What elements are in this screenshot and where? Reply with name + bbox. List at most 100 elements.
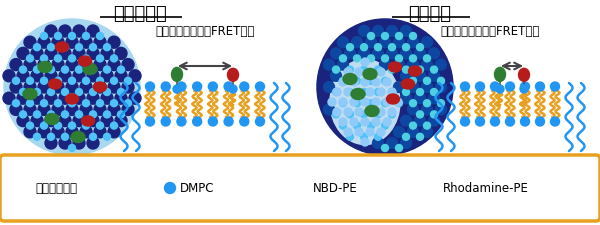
Circle shape	[52, 59, 64, 71]
Circle shape	[59, 93, 71, 105]
Ellipse shape	[49, 80, 62, 90]
Circle shape	[224, 117, 233, 126]
Circle shape	[377, 128, 385, 136]
Circle shape	[240, 83, 249, 92]
Circle shape	[461, 117, 470, 126]
Circle shape	[66, 59, 78, 71]
Circle shape	[24, 59, 36, 71]
Circle shape	[386, 138, 398, 149]
Circle shape	[31, 93, 43, 105]
Circle shape	[26, 78, 34, 85]
Circle shape	[10, 82, 22, 94]
Ellipse shape	[23, 89, 37, 100]
Circle shape	[208, 117, 217, 126]
Circle shape	[80, 37, 92, 49]
Circle shape	[164, 183, 176, 194]
Circle shape	[536, 83, 545, 92]
Circle shape	[59, 70, 71, 82]
Circle shape	[520, 86, 528, 94]
Circle shape	[108, 104, 120, 116]
Circle shape	[436, 60, 446, 71]
Circle shape	[355, 128, 363, 136]
Circle shape	[367, 33, 374, 40]
Circle shape	[108, 59, 120, 71]
Circle shape	[373, 26, 383, 37]
Circle shape	[55, 123, 62, 130]
Circle shape	[108, 82, 120, 94]
Circle shape	[361, 134, 367, 141]
Circle shape	[108, 126, 120, 138]
Circle shape	[73, 137, 85, 149]
Circle shape	[382, 78, 389, 85]
Circle shape	[45, 48, 57, 60]
Circle shape	[401, 138, 412, 149]
Circle shape	[45, 70, 57, 82]
Ellipse shape	[94, 83, 107, 93]
Circle shape	[125, 78, 131, 85]
Circle shape	[340, 100, 347, 107]
Circle shape	[73, 93, 85, 105]
Circle shape	[409, 56, 416, 63]
Circle shape	[97, 123, 104, 130]
Ellipse shape	[227, 69, 239, 82]
Circle shape	[52, 104, 64, 116]
Circle shape	[395, 56, 403, 63]
Circle shape	[76, 134, 83, 141]
Circle shape	[350, 79, 358, 87]
Circle shape	[415, 71, 425, 82]
Text: Rhodamine-PE: Rhodamine-PE	[443, 182, 529, 195]
Circle shape	[367, 56, 374, 63]
Circle shape	[344, 89, 352, 97]
Circle shape	[41, 100, 47, 107]
Circle shape	[361, 79, 369, 87]
Circle shape	[240, 117, 249, 126]
Circle shape	[323, 82, 335, 93]
Circle shape	[347, 111, 353, 118]
Wedge shape	[319, 21, 418, 154]
Circle shape	[38, 37, 50, 49]
Circle shape	[62, 111, 68, 118]
Circle shape	[339, 79, 347, 87]
Circle shape	[476, 83, 485, 92]
Circle shape	[59, 137, 71, 149]
Circle shape	[38, 104, 50, 116]
Circle shape	[101, 115, 113, 127]
Circle shape	[407, 38, 419, 48]
Circle shape	[382, 123, 389, 130]
Circle shape	[366, 89, 374, 97]
Circle shape	[80, 126, 92, 138]
Circle shape	[34, 45, 41, 52]
Circle shape	[389, 67, 395, 74]
Ellipse shape	[518, 69, 530, 82]
Circle shape	[407, 60, 419, 71]
Circle shape	[97, 78, 104, 85]
Circle shape	[332, 111, 340, 118]
Circle shape	[115, 48, 127, 60]
Circle shape	[193, 117, 202, 126]
Circle shape	[386, 26, 398, 37]
Circle shape	[394, 127, 404, 138]
Ellipse shape	[343, 74, 357, 85]
Circle shape	[66, 37, 78, 49]
FancyBboxPatch shape	[0, 155, 600, 221]
Circle shape	[361, 119, 369, 126]
Circle shape	[122, 59, 134, 71]
Circle shape	[333, 108, 341, 117]
Ellipse shape	[38, 62, 52, 73]
Circle shape	[296, 183, 304, 190]
Circle shape	[394, 38, 404, 48]
Circle shape	[76, 45, 83, 52]
Circle shape	[129, 93, 141, 105]
Circle shape	[47, 67, 55, 74]
Circle shape	[551, 83, 560, 92]
Circle shape	[87, 115, 99, 127]
Circle shape	[66, 82, 78, 94]
Circle shape	[13, 100, 19, 107]
Ellipse shape	[295, 167, 305, 180]
Circle shape	[256, 83, 265, 92]
Circle shape	[45, 137, 57, 149]
Circle shape	[31, 70, 43, 82]
Circle shape	[337, 60, 349, 71]
Circle shape	[394, 82, 404, 93]
Circle shape	[62, 89, 68, 96]
